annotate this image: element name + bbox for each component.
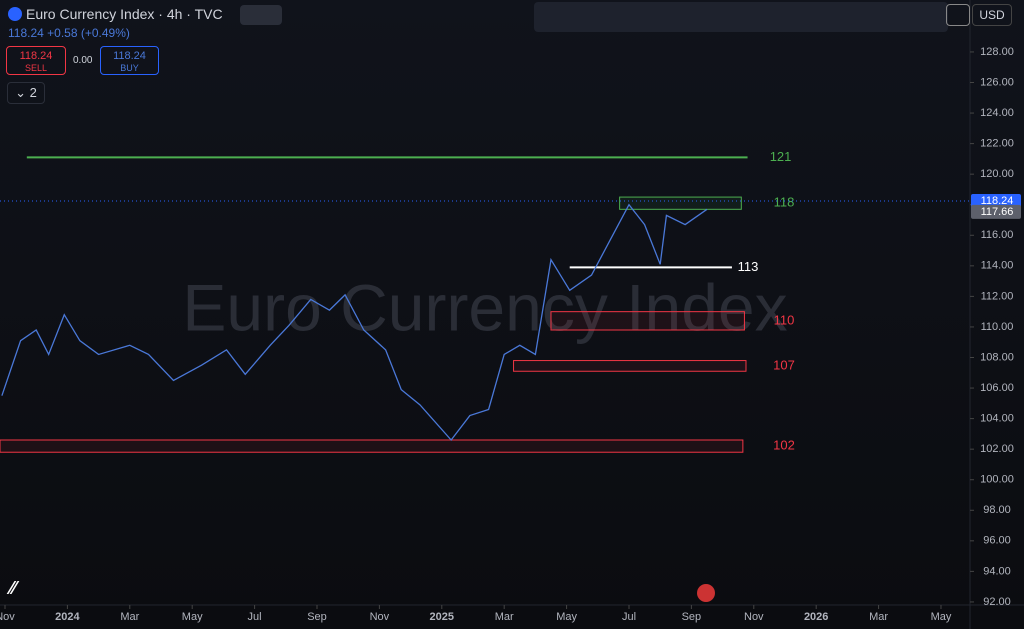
y-tick-label: 114.00 xyxy=(981,260,1014,272)
buy-button[interactable]: 118.24 BUY xyxy=(100,46,159,75)
y-tick-label: 104.00 xyxy=(980,413,1014,425)
x-tick-label: 2025 xyxy=(430,611,454,623)
price-tag-label: 117.66 xyxy=(981,206,1014,218)
y-tick-label: 92.00 xyxy=(983,596,1011,608)
y-tick-label: 110.00 xyxy=(981,321,1014,333)
y-tick-label: 108.00 xyxy=(980,351,1014,363)
level-zone xyxy=(513,360,747,372)
sync-button[interactable] xyxy=(946,4,970,26)
y-tick-label: 94.00 xyxy=(983,565,1011,577)
price-tag xyxy=(971,204,1021,219)
x-tick-label: Mar xyxy=(495,611,514,623)
y-tick-label: 100.00 xyxy=(980,474,1014,486)
buy-label: BUY xyxy=(120,63,139,73)
x-tick-label: Nov xyxy=(0,611,15,623)
level-label: 107 xyxy=(773,357,795,372)
buy-price: 118.24 xyxy=(113,50,146,62)
x-tick-label: Mar xyxy=(120,611,139,623)
y-tick-label: 102.00 xyxy=(980,443,1014,455)
y-tick-label: 112.00 xyxy=(981,290,1014,302)
y-tick-label: 106.00 xyxy=(980,382,1014,394)
event-flag[interactable] xyxy=(697,584,715,602)
y-tick-label: 124.00 xyxy=(980,107,1014,119)
watermark: Euro Currency Index xyxy=(182,270,787,344)
x-tick-label: Mar xyxy=(869,611,888,623)
level-zone xyxy=(0,439,744,453)
level-label: 113 xyxy=(738,259,759,274)
indicators-toggle[interactable]: ⌄ 2 xyxy=(7,82,45,104)
x-tick-label: May xyxy=(182,611,203,623)
y-tick-label: 116.00 xyxy=(981,229,1014,241)
symbol: Euro Currency Index · 4h · TVC xyxy=(26,6,223,22)
last-price: 118.24 xyxy=(8,26,44,40)
currency-select[interactable]: USD xyxy=(972,4,1012,26)
price-tag xyxy=(971,194,1021,209)
sell-button[interactable]: 118.24 SELL xyxy=(6,46,66,75)
level-label: 118 xyxy=(774,195,795,210)
x-tick-label: Jul xyxy=(248,611,262,623)
x-tick-label: May xyxy=(556,611,577,623)
change: +0.58 (+0.49%) xyxy=(47,26,130,40)
x-tick-label: 2026 xyxy=(804,611,828,623)
x-tick-label: 2024 xyxy=(55,611,80,623)
logo: ⁄⁄ xyxy=(10,578,17,598)
y-tick-label: 98.00 xyxy=(983,504,1011,516)
x-tick-label: Sep xyxy=(307,611,327,623)
spread: 0.00 xyxy=(73,55,93,66)
y-tick-label: 122.00 xyxy=(980,138,1014,150)
y-tick-label: 126.00 xyxy=(980,76,1014,88)
y-tick-label: 120.00 xyxy=(980,168,1014,180)
y-tick-label: 96.00 xyxy=(983,535,1011,547)
x-tick-label: Jul xyxy=(622,611,636,623)
level-zone xyxy=(619,196,742,210)
level-label: 110 xyxy=(774,312,795,327)
level-label: 121 xyxy=(770,149,792,164)
level-zone xyxy=(550,311,745,331)
level-label: 102 xyxy=(773,438,795,453)
x-tick-label: Nov xyxy=(744,611,764,623)
sell-label: SELL xyxy=(24,63,48,73)
y-tick-label: 128.00 xyxy=(980,46,1014,58)
drawing-toolbar xyxy=(534,2,948,32)
price-tag-label: 118.24 xyxy=(981,195,1014,207)
x-tick-label: Sep xyxy=(682,611,702,623)
sell-price: 118.24 xyxy=(19,50,53,62)
x-tick-label: May xyxy=(931,611,952,623)
x-tick-label: Nov xyxy=(370,611,390,623)
symbol-title[interactable]: Euro Currency Index · 4h · TVC xyxy=(8,6,223,22)
price-line xyxy=(1,203,708,442)
status-badge[interactable] xyxy=(240,5,282,25)
indicator-count: 2 xyxy=(29,85,37,100)
